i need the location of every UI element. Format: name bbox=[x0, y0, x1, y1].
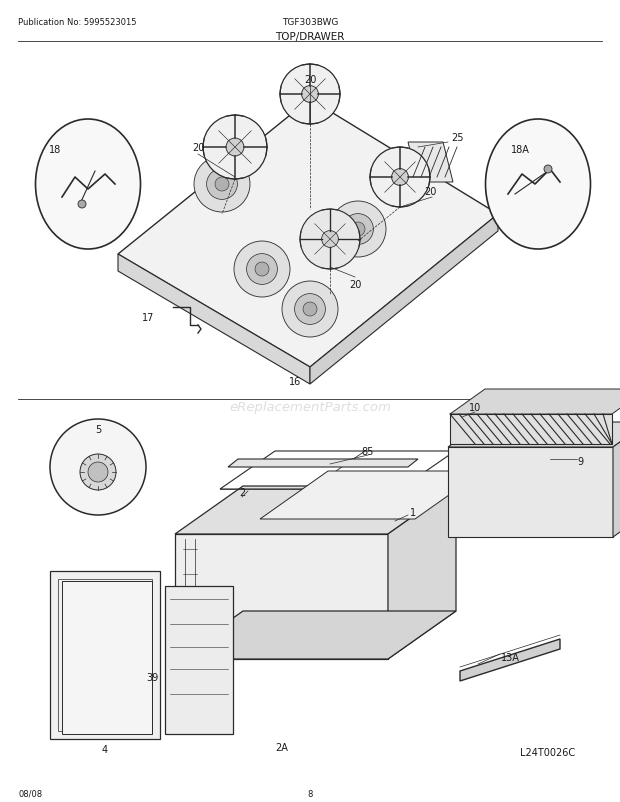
Text: eReplacementParts.com: eReplacementParts.com bbox=[229, 401, 391, 414]
Polygon shape bbox=[310, 215, 498, 384]
Circle shape bbox=[370, 148, 430, 208]
Text: 8: 8 bbox=[308, 789, 312, 798]
Polygon shape bbox=[448, 423, 620, 448]
Polygon shape bbox=[62, 581, 152, 734]
Text: 20: 20 bbox=[304, 75, 316, 85]
Circle shape bbox=[301, 87, 319, 103]
Text: 17: 17 bbox=[142, 313, 154, 322]
Circle shape bbox=[280, 65, 340, 125]
Polygon shape bbox=[450, 390, 620, 415]
Polygon shape bbox=[50, 571, 160, 739]
Ellipse shape bbox=[35, 119, 141, 249]
Polygon shape bbox=[228, 460, 418, 468]
Circle shape bbox=[194, 157, 250, 213]
Polygon shape bbox=[388, 486, 456, 659]
Polygon shape bbox=[175, 534, 388, 659]
Text: TGF303BWG: TGF303BWG bbox=[282, 18, 338, 27]
Circle shape bbox=[282, 282, 338, 338]
Circle shape bbox=[294, 294, 326, 325]
Polygon shape bbox=[260, 472, 483, 520]
Circle shape bbox=[226, 139, 244, 156]
Ellipse shape bbox=[485, 119, 590, 249]
Text: TOP/DRAWER: TOP/DRAWER bbox=[275, 32, 345, 42]
Text: 5: 5 bbox=[95, 424, 101, 435]
Polygon shape bbox=[613, 423, 620, 537]
Text: 4: 4 bbox=[102, 744, 108, 754]
Circle shape bbox=[80, 455, 116, 490]
Text: 20: 20 bbox=[192, 143, 204, 153]
Text: L24T0026C: L24T0026C bbox=[520, 747, 575, 757]
Text: 20: 20 bbox=[424, 187, 436, 196]
Circle shape bbox=[206, 169, 237, 200]
Polygon shape bbox=[175, 486, 456, 534]
Circle shape bbox=[215, 178, 229, 192]
Text: 1: 1 bbox=[410, 508, 416, 517]
Polygon shape bbox=[118, 255, 310, 384]
Circle shape bbox=[247, 254, 277, 285]
Circle shape bbox=[255, 263, 269, 277]
Text: 39: 39 bbox=[146, 672, 158, 683]
Circle shape bbox=[330, 202, 386, 257]
Circle shape bbox=[351, 223, 365, 237]
Circle shape bbox=[300, 210, 360, 269]
Text: 18: 18 bbox=[49, 145, 61, 155]
Text: 10: 10 bbox=[469, 403, 481, 412]
Polygon shape bbox=[175, 611, 456, 659]
Polygon shape bbox=[450, 415, 612, 444]
Polygon shape bbox=[118, 100, 498, 367]
Polygon shape bbox=[460, 639, 560, 681]
Polygon shape bbox=[448, 448, 613, 537]
Text: 2: 2 bbox=[239, 488, 245, 497]
Circle shape bbox=[88, 463, 108, 482]
Circle shape bbox=[343, 214, 373, 245]
Text: 08/08: 08/08 bbox=[18, 789, 42, 798]
Text: 13A: 13A bbox=[500, 652, 520, 662]
Polygon shape bbox=[408, 143, 453, 183]
Circle shape bbox=[78, 200, 86, 209]
Circle shape bbox=[303, 302, 317, 317]
Circle shape bbox=[234, 241, 290, 298]
Text: 16: 16 bbox=[289, 376, 301, 387]
Text: 18A: 18A bbox=[510, 145, 529, 155]
Text: 85: 85 bbox=[362, 447, 374, 456]
Circle shape bbox=[392, 169, 409, 186]
Text: 20: 20 bbox=[349, 280, 361, 290]
Circle shape bbox=[322, 231, 339, 248]
Circle shape bbox=[50, 419, 146, 516]
Text: 9: 9 bbox=[577, 456, 583, 467]
Text: Publication No: 5995523015: Publication No: 5995523015 bbox=[18, 18, 136, 27]
Circle shape bbox=[203, 115, 267, 180]
Polygon shape bbox=[165, 586, 233, 734]
Text: 25: 25 bbox=[452, 133, 464, 143]
Text: 2A: 2A bbox=[275, 742, 288, 752]
Circle shape bbox=[544, 166, 552, 174]
